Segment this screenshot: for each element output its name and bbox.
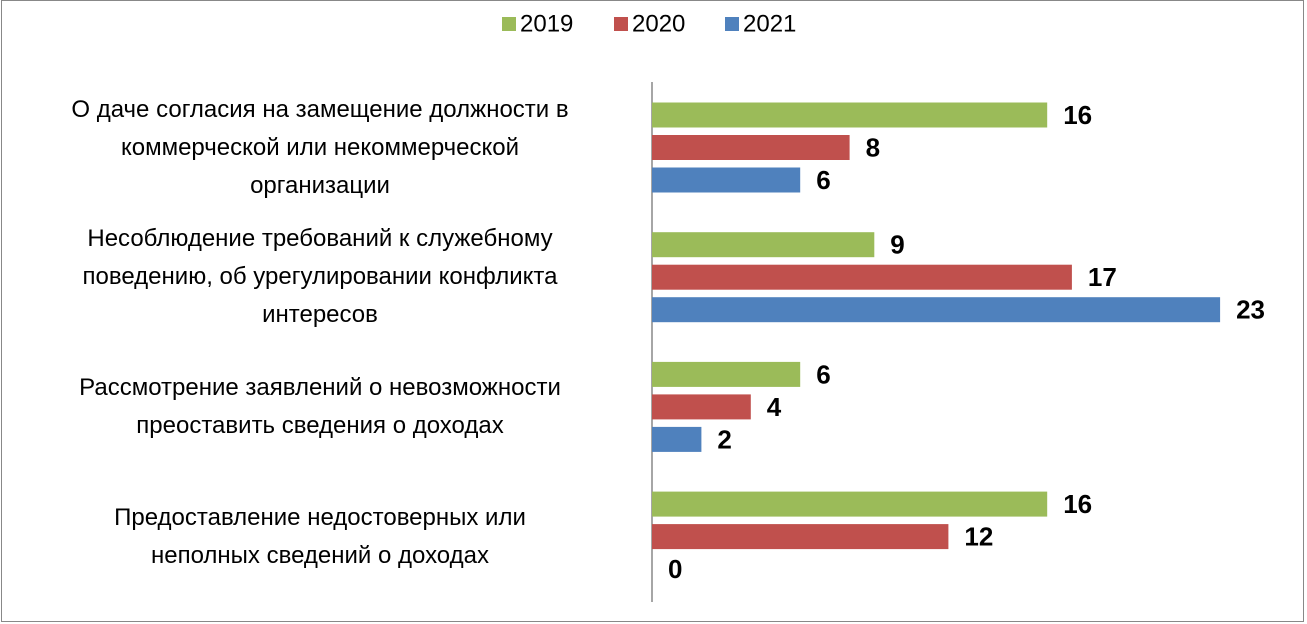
bar bbox=[652, 297, 1221, 323]
value-label: 9 bbox=[890, 230, 904, 260]
legend-label: 2021 bbox=[743, 10, 796, 37]
category-label: Несоблюдение требований к служебному пов… bbox=[82, 225, 558, 329]
legend-swatch bbox=[614, 17, 628, 31]
value-label: 8 bbox=[866, 132, 880, 162]
category-label: Рассмотрение заявлений о невозможности п… bbox=[79, 373, 561, 439]
bar bbox=[652, 135, 850, 160]
value-label: 12 bbox=[964, 521, 993, 551]
bar bbox=[652, 167, 801, 193]
legend-label: 2019 bbox=[520, 10, 573, 37]
value-label: 23 bbox=[1236, 295, 1265, 325]
bar bbox=[652, 394, 751, 420]
value-label: 2 bbox=[717, 424, 731, 454]
category-label: О даче согласия на замещение должности в… bbox=[71, 95, 569, 199]
value-label: 6 bbox=[816, 359, 830, 389]
bar bbox=[652, 426, 702, 452]
bar bbox=[652, 264, 1072, 290]
legend-swatch bbox=[502, 17, 516, 31]
legend-label: 2020 bbox=[632, 10, 685, 37]
value-label: 17 bbox=[1088, 262, 1117, 292]
bar bbox=[652, 524, 949, 550]
bar bbox=[652, 102, 1048, 128]
value-label: 0 bbox=[668, 554, 682, 584]
value-label: 6 bbox=[816, 165, 830, 195]
value-label: 16 bbox=[1063, 489, 1092, 519]
bar bbox=[652, 491, 1048, 517]
legend-swatch bbox=[725, 17, 739, 31]
value-label: 4 bbox=[767, 392, 782, 422]
category-label: Предоставление недостоверных или неполны… bbox=[114, 503, 526, 569]
value-label: 16 bbox=[1063, 100, 1092, 130]
bar bbox=[652, 361, 801, 387]
bar bbox=[652, 232, 875, 258]
